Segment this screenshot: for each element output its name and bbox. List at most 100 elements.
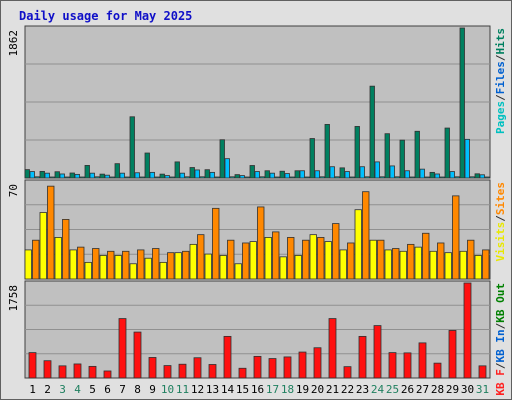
axis-label-part: Pages [494,101,507,134]
bar-visits-visits-16 [249,241,257,280]
bar-hits-hits-11 [174,161,180,179]
bar-kbytes-kb-f-5 [88,365,97,379]
bar-hits-pages-29 [454,176,460,179]
bar-kbytes-kb-f-14 [223,335,232,379]
x-tick-label-11: 11 [176,383,189,396]
bar-kbytes-kb-f-2 [43,360,52,379]
bar-hits-files-26 [404,170,410,179]
bar-kbytes-kb-f-16 [253,355,262,379]
x-tick-label-24: 24 [371,383,385,396]
bar-visits-sites-13 [212,207,220,280]
bar-kbytes-kb-f-27 [418,342,427,379]
bar-kbytes-kb-f-24 [373,325,382,379]
bar-kbytes-kb-f-9 [148,357,157,379]
bar-hits-files-21 [329,166,335,179]
bar-visits-visits-9 [144,257,152,280]
bar-hits-pages-6 [109,176,115,179]
bar-hits-pages-20 [319,176,325,179]
x-tick-label-23: 23 [356,383,369,396]
chart-title: Daily usage for May 2025 [19,9,192,23]
bar-kbytes-kb-f-13 [208,364,217,379]
bar-hits-pages-31 [484,176,490,179]
bar-hits-files-1 [29,171,35,179]
bar-hits-hits-28 [429,171,435,179]
bar-hits-hits-4 [69,172,75,179]
bar-hits-pages-26 [409,176,415,179]
bar-hits-hits-21 [324,124,330,179]
bar-hits-hits-31 [474,173,480,179]
bar-visits-sites-15 [242,242,250,280]
x-tick-label-27: 27 [416,383,429,396]
bar-hits-files-24 [374,161,380,179]
bar-kbytes-kb-f-10 [163,365,172,379]
bar-visits-visits-13 [204,253,212,280]
bar-visits-visits-10 [159,261,167,280]
bar-visits-visits-21 [324,241,332,280]
bar-kbytes-kb-f-31 [478,365,487,379]
bar-visits-sites-24 [377,239,385,280]
x-tick-label-8: 8 [134,383,141,396]
bar-kbytes-kb-f-8 [133,331,142,379]
axis-label-part: KB F [494,369,507,396]
bar-hits-hits-25 [384,133,390,179]
axis-label-part: Hits [494,28,507,55]
bar-hits-files-8 [134,172,140,179]
bar-hits-files-31 [479,174,485,179]
x-tick-label-22: 22 [341,383,354,396]
bar-hits-hits-14 [219,139,225,179]
bar-visits-sites-10 [167,252,175,280]
bar-hits-pages-17 [274,176,280,179]
max-label-kbytes: 1758 [7,285,20,312]
bar-kbytes-kb-f-30 [463,282,472,379]
bar-hits-pages-2 [49,176,55,179]
axis-label-part: KB In [494,329,507,362]
axis-label-part: Visits [494,222,507,262]
bar-visits-visits-19 [294,255,302,280]
bar-hits-hits-20 [309,138,315,179]
bar-hits-files-18 [284,173,290,179]
x-tick-label-31: 31 [476,383,489,396]
bar-visits-sites-19 [302,239,310,280]
bar-hits-pages-10 [169,176,175,179]
bar-hits-hits-19 [294,170,300,179]
bar-visits-sites-25 [392,248,400,280]
bar-visits-visits-1 [24,249,32,280]
bar-hits-files-27 [419,168,425,179]
bar-hits-hits-7 [114,163,120,179]
x-tick-label-10: 10 [161,383,174,396]
bar-visits-sites-16 [257,206,265,280]
bar-visits-sites-1 [32,239,40,280]
bar-kbytes-kb-f-28 [433,362,442,379]
bar-kbytes-kb-f-6 [103,370,112,379]
bar-visits-sites-12 [197,234,205,280]
bar-visits-sites-8 [137,249,145,280]
bar-visits-sites-3 [62,219,70,280]
bar-hits-files-25 [389,165,395,179]
bar-visits-visits-6 [99,255,107,280]
bar-hits-pages-14 [229,176,235,179]
bar-visits-visits-20 [309,234,317,280]
bar-visits-sites-17 [272,231,280,280]
bar-hits-pages-8 [139,176,145,179]
bar-hits-pages-18 [289,176,295,179]
bar-visits-sites-2 [47,185,55,280]
bar-kbytes-kb-f-17 [268,358,277,379]
bar-hits-files-17 [269,172,275,179]
x-tick-label-9: 9 [149,383,156,396]
bar-hits-pages-28 [439,176,445,179]
bar-visits-visits-28 [429,250,437,280]
bar-visits-sites-27 [422,232,430,280]
bar-hits-hits-27 [414,130,420,179]
panels-group: 1862Pages/Files/Hits70Visits/Sites1758KB… [7,25,507,396]
x-tick-label-13: 13 [206,383,219,396]
bar-visits-sites-11 [182,250,190,280]
bar-hits-pages-1 [34,176,40,179]
bar-hits-hits-5 [84,165,90,179]
bar-visits-sites-30 [467,239,475,280]
bar-hits-files-3 [59,173,65,179]
bar-hits-hits-23 [354,126,360,179]
x-tick-label-5: 5 [89,383,96,396]
